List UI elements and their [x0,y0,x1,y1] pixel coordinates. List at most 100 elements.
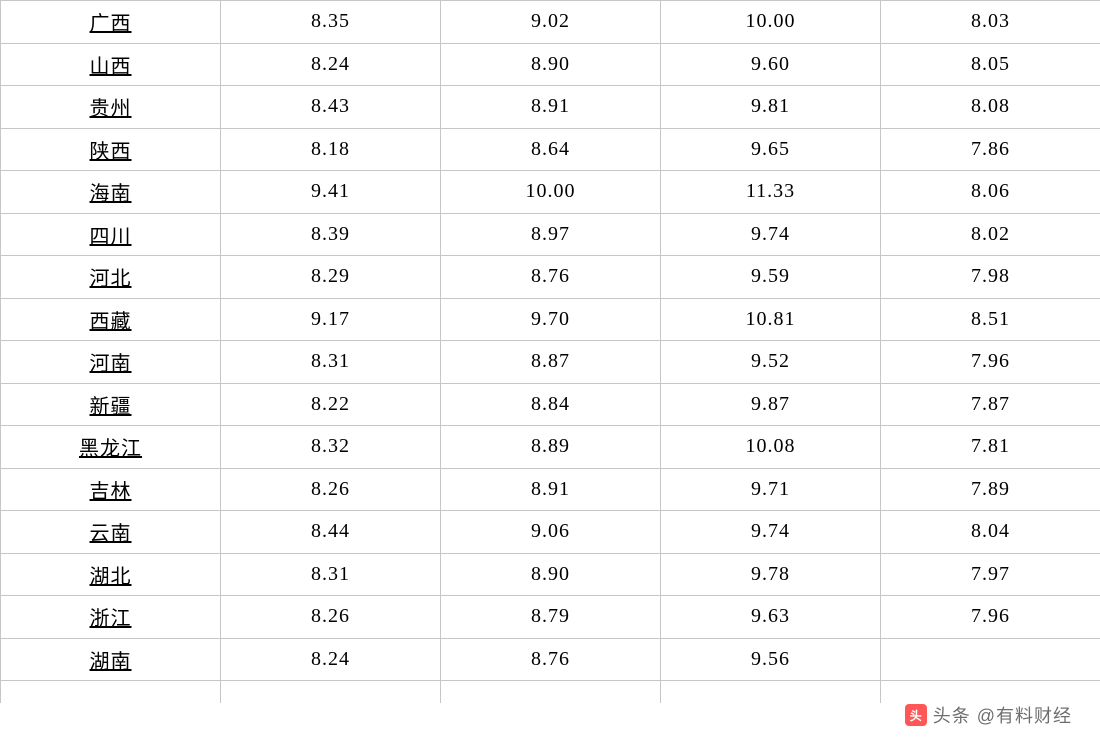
value-cell: 9.78 [661,553,881,596]
value-cell: 8.91 [441,86,661,129]
region-cell: 河南 [1,341,221,384]
region-cell: 广西 [1,1,221,44]
table-row: 黑龙江8.328.8910.087.81 [1,426,1100,469]
table-row: 河南8.318.879.527.96 [1,341,1100,384]
region-cell: 吉林 [1,468,221,511]
value-cell: 8.35 [221,1,441,44]
value-cell: 8.64 [441,128,661,171]
value-cell: 8.31 [221,553,441,596]
value-cell: 8.79 [441,596,661,639]
value-cell: 8.02 [881,213,1100,256]
table-row: 贵州8.438.919.818.08 [1,86,1100,129]
value-cell: 7.86 [881,128,1100,171]
value-cell: 10.08 [661,426,881,469]
table-row: 云南8.449.069.748.04 [1,511,1100,554]
value-cell: 10.00 [441,171,661,214]
value-cell: 9.87 [661,383,881,426]
value-cell: 8.32 [221,426,441,469]
table-row: 陕西8.188.649.657.86 [1,128,1100,171]
value-cell: 8.76 [441,256,661,299]
value-cell: 8.05 [881,43,1100,86]
table-row: 吉林8.268.919.717.89 [1,468,1100,511]
value-cell: 7.98 [881,256,1100,299]
value-cell: 7.97 [881,553,1100,596]
table-row: 湖北8.318.909.787.97 [1,553,1100,596]
value-cell: 11.33 [661,171,881,214]
watermark-text: 头条 @有料财经 [933,702,1072,728]
value-cell: 7.87 [881,383,1100,426]
value-cell: 9.59 [661,256,881,299]
region-cell: 西藏 [1,298,221,341]
region-cell: 新疆 [1,383,221,426]
value-cell: 9.02 [441,1,661,44]
value-cell: 9.52 [661,341,881,384]
value-cell: 8.18 [221,128,441,171]
table-row: 浙江8.268.799.637.96 [1,596,1100,639]
value-cell: 8.22 [221,383,441,426]
value-cell: 8.39 [221,213,441,256]
table-row: 河北8.298.769.597.98 [1,256,1100,299]
value-cell: 8.84 [441,383,661,426]
value-cell: 8.04 [881,511,1100,554]
region-cell: 山西 [1,43,221,86]
value-cell: 8.24 [221,43,441,86]
watermark: 头 头条 @有料财经 [905,702,1072,728]
table-row: 西藏9.179.7010.818.51 [1,298,1100,341]
value-cell: 9.63 [661,596,881,639]
value-cell: 8.26 [221,596,441,639]
data-table: 广西8.359.0210.008.03山西8.248.909.608.05贵州8… [0,0,1100,703]
value-cell [221,681,441,703]
value-cell: 9.74 [661,511,881,554]
region-cell: 湖北 [1,553,221,596]
value-cell: 9.74 [661,213,881,256]
value-cell: 8.29 [221,256,441,299]
value-cell: 7.96 [881,341,1100,384]
table-row: 新疆8.228.849.877.87 [1,383,1100,426]
value-cell: 9.17 [221,298,441,341]
value-cell: 9.41 [221,171,441,214]
value-cell: 8.51 [881,298,1100,341]
region-cell: 海南 [1,171,221,214]
region-cell: 湖南 [1,638,221,681]
value-cell: 9.71 [661,468,881,511]
value-cell: 8.89 [441,426,661,469]
table-body: 广西8.359.0210.008.03山西8.248.909.608.05贵州8… [1,1,1100,703]
region-cell: 河北 [1,256,221,299]
value-cell: 8.91 [441,468,661,511]
value-cell: 8.08 [881,86,1100,129]
value-cell: 9.65 [661,128,881,171]
value-cell: 9.56 [661,638,881,681]
table-row: 广西8.359.0210.008.03 [1,1,1100,44]
value-cell: 9.70 [441,298,661,341]
toutiao-logo-icon: 头 [905,704,927,726]
value-cell: 8.97 [441,213,661,256]
value-cell [661,681,881,703]
value-cell: 10.00 [661,1,881,44]
region-cell: 云南 [1,511,221,554]
region-cell: 四川 [1,213,221,256]
value-cell [441,681,661,703]
table-row-partial [1,681,1100,703]
table-row: 湖南8.248.769.56 [1,638,1100,681]
value-cell: 8.76 [441,638,661,681]
value-cell [881,638,1100,681]
value-cell: 9.60 [661,43,881,86]
value-cell: 7.89 [881,468,1100,511]
value-cell: 9.06 [441,511,661,554]
value-cell [881,681,1100,703]
value-cell: 8.06 [881,171,1100,214]
value-cell: 7.96 [881,596,1100,639]
value-cell: 8.90 [441,43,661,86]
region-cell: 浙江 [1,596,221,639]
value-cell: 8.44 [221,511,441,554]
value-cell: 10.81 [661,298,881,341]
region-cell: 陕西 [1,128,221,171]
table-row: 山西8.248.909.608.05 [1,43,1100,86]
value-cell: 9.81 [661,86,881,129]
value-cell: 8.03 [881,1,1100,44]
value-cell: 8.87 [441,341,661,384]
value-cell: 8.24 [221,638,441,681]
table-row: 海南9.4110.0011.338.06 [1,171,1100,214]
value-cell: 8.90 [441,553,661,596]
value-cell: 8.43 [221,86,441,129]
